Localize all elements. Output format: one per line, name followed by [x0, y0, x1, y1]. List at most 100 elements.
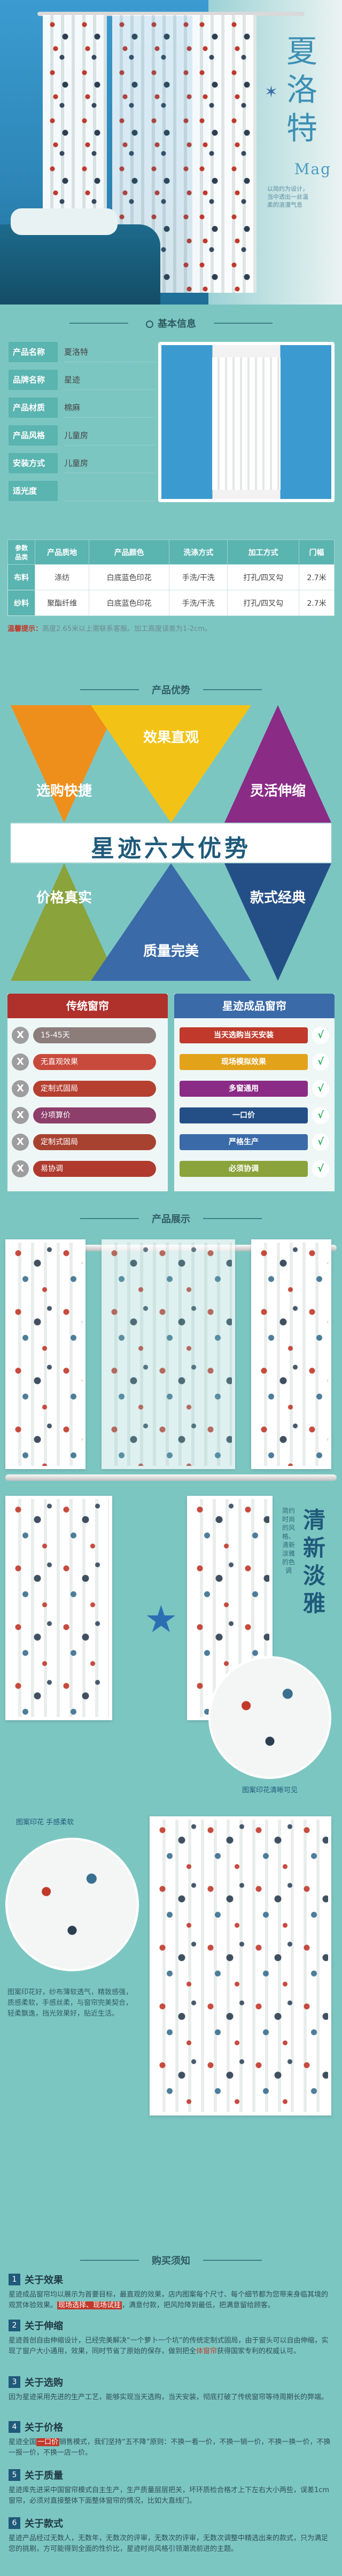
table-cell: 打孔/四叉勾 — [227, 590, 300, 616]
advantage-band — [11, 823, 331, 863]
xingji-title: 星迹成品窗帘 — [174, 994, 335, 1018]
zoom-circle — [208, 1656, 331, 1779]
note-heading: 1 关于效果 — [9, 2273, 169, 2288]
table-cell: 2.7米 — [299, 564, 335, 590]
info-key: 产品风格 — [9, 425, 58, 446]
detail-photo — [5, 1496, 112, 1720]
advantages-title: 产品优势 — [152, 685, 190, 696]
note-text: 星迹成品窗帘均以展示为首要目标，最直观的效果，店内图案每个尺寸、每个细节都为您带… — [9, 2291, 329, 2309]
table-header: 产品颜色 — [88, 540, 170, 565]
cross-icon: X — [12, 1080, 29, 1097]
xingji-item: 当天选购当天安装 — [180, 1027, 308, 1043]
note-title: 关于伸缩 — [25, 2321, 63, 2332]
note-text: 因为星迹采用先进的生产工艺，能够实现当天选购，当天安装，彻底打破了传统窗帘等待周… — [9, 2393, 329, 2401]
table-header: 门幅 — [299, 540, 335, 565]
list-item: 一口价 √ — [174, 1105, 335, 1126]
list-item: 必须协调 √ — [174, 1158, 335, 1180]
table-header: 加工方式 — [227, 540, 300, 565]
hero-bed — [0, 208, 160, 305]
cross-icon: X — [12, 1107, 29, 1124]
hero-slogan: 以简约为设计，当中透出一丝温柔的浪漫气息 — [267, 185, 308, 208]
list-item: X 分项算价 — [7, 1105, 168, 1126]
tip-label: 温馨提示： — [7, 625, 43, 633]
table-cell: 白底蓝色印花 — [88, 590, 170, 616]
xingji-column: 星迹成品窗帘 当天选购当天安装 √ 现场模拟效果 √ 多窗通用 √ 一口价 √ 严格生产… — [174, 994, 335, 1191]
table-header-row: 参数 品类 产品质地 产品颜色 洗涤方式 加工方式 门幅 — [7, 540, 335, 565]
note-heading: 6 关于款式 — [9, 2516, 169, 2531]
table-cell: 2.7米 — [299, 590, 335, 616]
list-item: X 无直观效果 — [7, 1051, 168, 1073]
note-title: 关于质量 — [25, 2470, 63, 2481]
triangle-navy — [224, 863, 331, 981]
note-number: 3 — [9, 2376, 20, 2388]
list-item: 当天选购当天安装 √ — [174, 1025, 335, 1046]
info-row: 产品风格 儿童房 — [9, 425, 155, 446]
info-value: 儿童房 — [64, 453, 155, 473]
info-row: 产品名称 夏洛特 — [9, 342, 155, 362]
ring-icon — [146, 321, 153, 328]
comparison-section: 传统窗帘 X 15-45天 X 无直观效果 X 定制式固局 X 分项算价 X 定制式固局 … — [0, 994, 342, 1207]
advantage-center-title: 星迹六大优势 — [91, 835, 251, 862]
info-value: 儿童房 — [64, 425, 155, 446]
note-text: 星迹库先进采中国窗帘模式自主生产，生产质量层层把关，坏环质检合格才上下左右大小两… — [9, 2486, 330, 2505]
info-value: 星迹 — [64, 370, 155, 390]
section-heading: 产品展示 — [0, 1207, 342, 1229]
starfish-icon: ★ — [144, 1597, 178, 1641]
note-text: 星迹产品经过无数人，无数年，无数次的评审，无数次的评审，无数次调整中精选出来的款… — [9, 2534, 329, 2553]
curtain-photo — [5, 1239, 86, 1469]
note-title: 关于价格 — [25, 2422, 63, 2433]
check-icon: √ — [312, 1080, 329, 1097]
note-heading: 2 关于伸缩 — [9, 2319, 169, 2333]
hero-title: 夏洛特 — [286, 33, 317, 146]
table-cell: 纱料 — [7, 590, 36, 616]
info-value: 棉麻 — [64, 397, 155, 418]
table-cell: 手洗/干洗 — [169, 564, 228, 590]
note-text: 星迹首创自由伸缩设计，已经完美解决“一个萝卜一个坑”的传统定制式固局，由于窗头可… — [9, 2337, 329, 2355]
traditional-item: 15-45天 — [33, 1027, 156, 1043]
note-text: 星迹全国 一口价 销售模式，我们坚持“五不降”原则：不换一看一价，不换一销一价，不换… — [9, 2438, 331, 2457]
zoom-circle — [5, 1838, 139, 1971]
product-display-section: 产品展示 ★ 清新淡雅 简约时尚的风格、清新淡雅的色调 图案印花清晰可见 图案印… — [0, 1207, 342, 2249]
xingji-item: 一口价 — [180, 1107, 308, 1123]
info-row: 产品材质 棉麻 — [9, 397, 155, 418]
info-key: 产品材质 — [9, 397, 58, 418]
note-number: 4 — [9, 2421, 20, 2433]
table-row: 布料 涤纺 白底蓝色印花 手洗/干洗 打孔/四叉勾 2.7米 — [7, 564, 335, 590]
info-key: 适光度 — [9, 481, 58, 501]
xingji-item: 现场模拟效果 — [180, 1054, 308, 1070]
list-item: X 定制式固局 — [7, 1078, 168, 1099]
traditional-title: 传统窗帘 — [7, 994, 168, 1018]
hero-banner: ✶ 夏洛特 Mag 以简约为设计，当中透出一丝温柔的浪漫气息 — [0, 0, 342, 305]
xingji-item: 多窗通用 — [180, 1081, 308, 1097]
xingji-item: 必须协调 — [180, 1161, 308, 1177]
note-number: 6 — [9, 2517, 20, 2529]
zoom-caption: 图案印花清晰可见 — [242, 1786, 298, 1794]
traditional-item: 定制式固局 — [33, 1081, 156, 1097]
zoom-caption: 图案印花 手感柔软 — [16, 1818, 74, 1826]
table-row: 纱料 聚酯纤维 白底蓝色印花 手洗/干洗 打孔/四叉勾 2.7米 — [7, 590, 335, 616]
basic-info-title: 基本信息 — [158, 318, 196, 330]
note-title: 关于选购 — [25, 2377, 63, 2388]
curtain-rod — [37, 12, 305, 16]
note-title: 关于款式 — [25, 2518, 63, 2530]
note-heading: 3 关于选购 — [9, 2375, 169, 2390]
vertical-subtitle: 简约时尚的风格、清新淡雅的色调 — [282, 1507, 296, 1574]
advantage-label: 质量完美 — [143, 943, 199, 959]
table-cell: 手洗/干洗 — [169, 590, 228, 616]
note-heading: 5 关于质量 — [9, 2468, 169, 2483]
list-item: 多窗通用 √ — [174, 1078, 335, 1099]
check-icon: √ — [312, 1134, 329, 1151]
vertical-slogan: 清新淡雅 — [302, 1507, 325, 1617]
note-heading: 4 关于价格 — [9, 2420, 169, 2435]
section-heading: 购买须知 — [0, 2249, 342, 2270]
list-item: 现场模拟效果 √ — [174, 1051, 335, 1073]
advantage-label: 效果直观 — [143, 730, 199, 746]
check-icon: √ — [312, 1160, 329, 1177]
traditional-item: 易协调 — [33, 1161, 156, 1177]
table-cell: 布料 — [7, 564, 36, 590]
table-header: 参数 品类 — [7, 540, 36, 565]
cross-icon: X — [12, 1027, 29, 1044]
note-number: 2 — [9, 2320, 20, 2331]
list-item: X 易协调 — [7, 1158, 168, 1180]
